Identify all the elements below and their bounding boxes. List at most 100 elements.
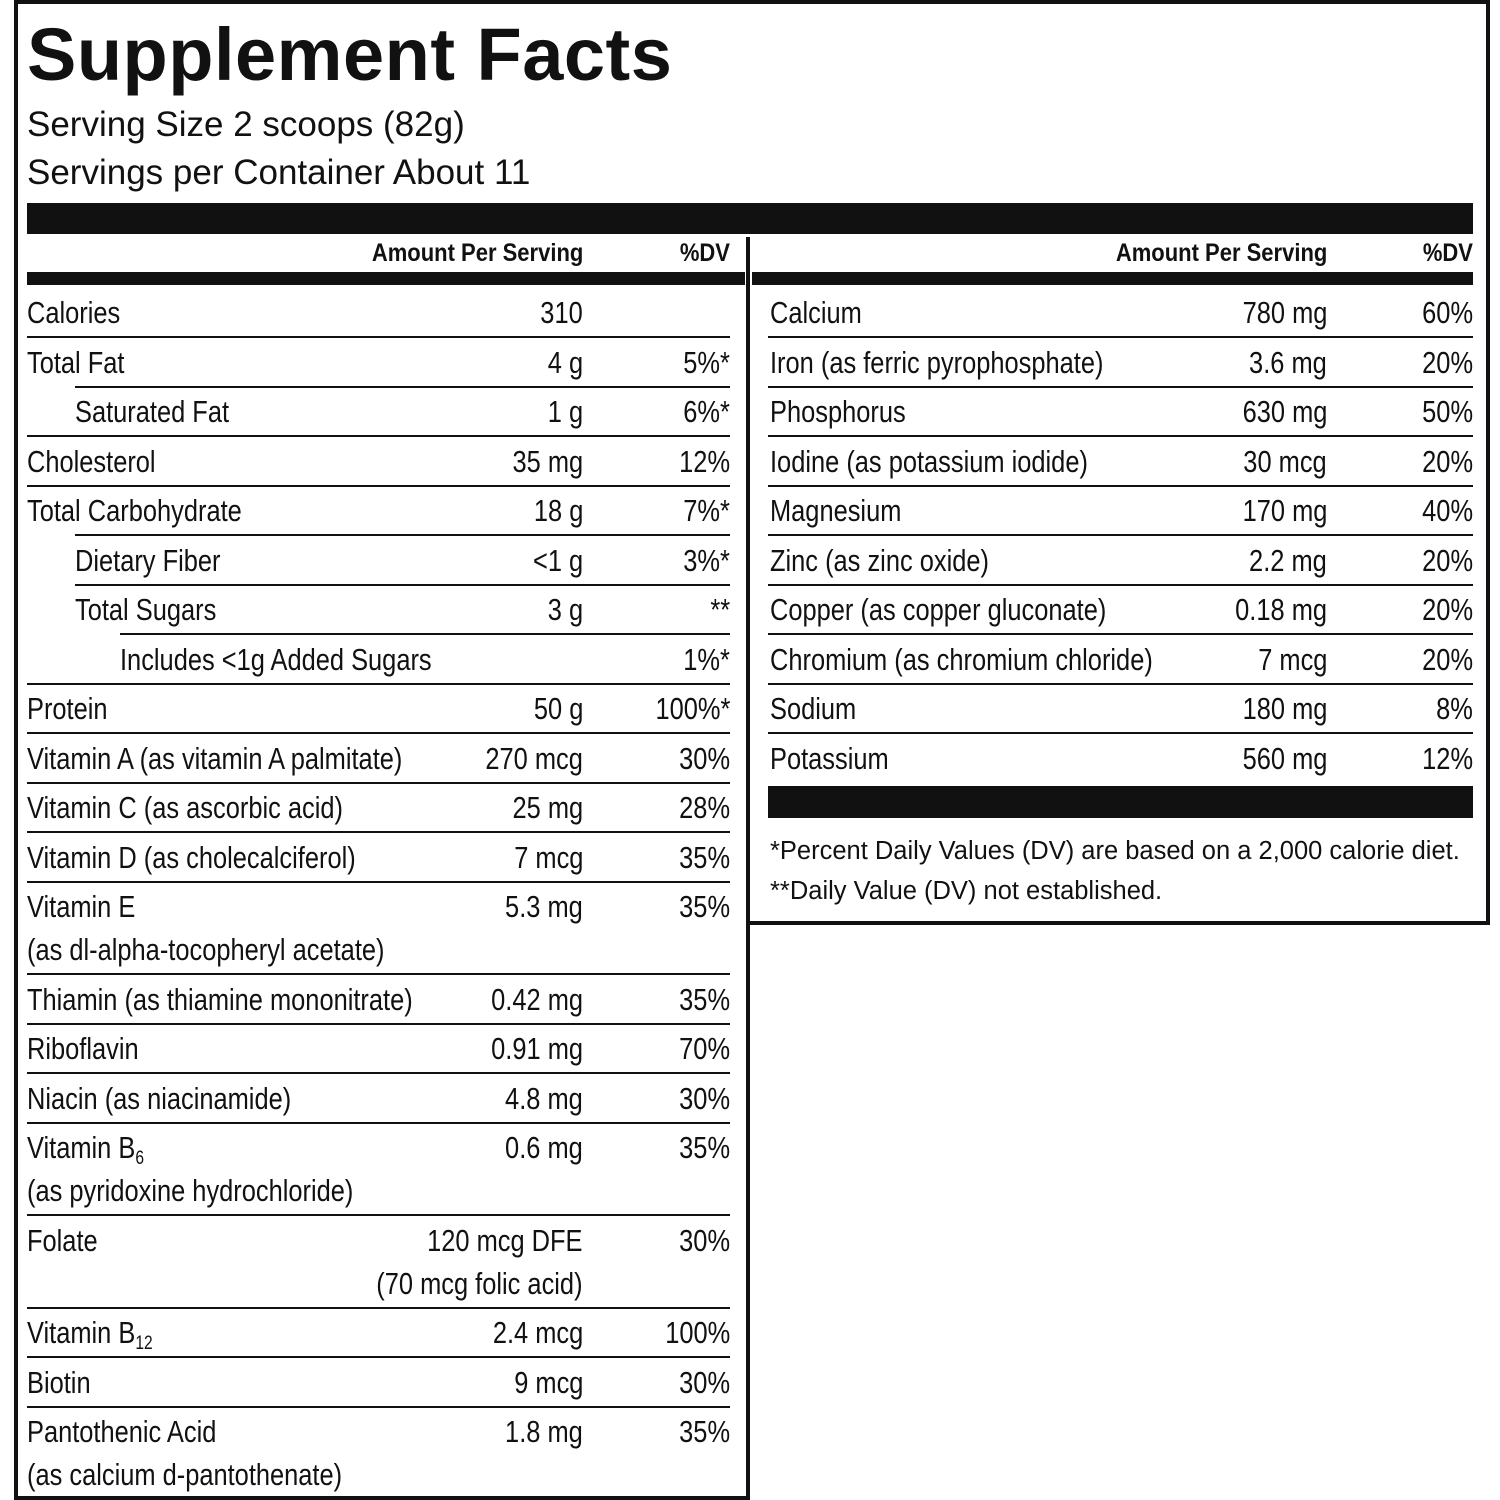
subscript: 12	[135, 1333, 153, 1354]
daily-value: 6%*	[683, 394, 730, 429]
border	[750, 921, 1490, 925]
row-divider	[27, 1405, 730, 1408]
amount: 1.8 mg	[505, 1414, 583, 1449]
subscript: 6	[135, 1148, 145, 1169]
daily-value: 30%	[679, 740, 730, 776]
amount: 270 mcg	[485, 740, 583, 776]
amount: 18 g	[533, 493, 583, 528]
servings-per-container: Servings per Container About 11	[27, 153, 531, 192]
row-divider	[27, 781, 730, 784]
border	[1486, 0, 1490, 925]
footnote: **Daily Value (DV) not established.	[770, 877, 1163, 905]
nutrient-name: Magnesium	[770, 493, 901, 529]
row-divider	[768, 583, 1473, 586]
name-text: Saturated Fat	[75, 394, 230, 429]
nutrient-name: Dietary Fiber	[75, 543, 220, 579]
name-text: Total Carbohydrate	[27, 493, 242, 528]
row-divider	[75, 534, 730, 536]
daily-value: 20%	[1422, 641, 1473, 677]
daily-value: 70%	[679, 1031, 730, 1066]
nutrient-name: Iodine (as potassium iodide)	[770, 444, 1088, 480]
daily-value: 12%	[1422, 740, 1473, 776]
nutrient-note: (as dl-alpha-tocopheryl acetate)	[27, 932, 385, 967]
nutrient-name: Saturated Fat	[75, 394, 229, 430]
nutrient-name: Niacin (as niacinamide)	[27, 1081, 291, 1117]
row-divider	[768, 534, 1473, 536]
amount: 7 mcg	[513, 839, 583, 875]
nutrient-name: Total Carbohydrate	[27, 493, 242, 529]
name-text: Biotin	[27, 1364, 91, 1400]
row-divider	[27, 484, 730, 487]
daily-value: 5%*	[683, 344, 730, 380]
nutrient-name: Riboflavin	[27, 1031, 139, 1067]
column-header: Amount Per Serving	[371, 239, 583, 267]
daily-value: 35%	[679, 1130, 730, 1165]
daily-value: 35%	[679, 981, 730, 1017]
amount: <1 g	[532, 542, 583, 578]
daily-value: 12%	[679, 443, 730, 479]
nutrient-name: Thiamin (as thiamine mononitrate)	[27, 982, 413, 1018]
thick-bar	[27, 272, 745, 285]
border	[14, 0, 1490, 4]
daily-value: 35%	[679, 839, 730, 875]
daily-value: 100%	[664, 1315, 730, 1350]
amount: 1 g	[547, 394, 583, 429]
nutrient-name: Folate	[27, 1223, 98, 1259]
row-divider	[768, 682, 1473, 685]
row-divider	[27, 1214, 730, 1216]
nutrient-name: Chromium (as chromium chloride)	[770, 642, 1153, 678]
nutrient-name: Copper (as copper gluconate)	[770, 592, 1106, 628]
amount: 9 mcg	[513, 1364, 583, 1400]
nutrient-name: Protein	[27, 691, 108, 727]
amount: 0.42 mg	[491, 981, 583, 1017]
name-text: Vitamin A (as vitamin A palmitate)	[27, 740, 403, 776]
amount: 4.8 mg	[505, 1080, 583, 1116]
nutrient-name: Vitamin D (as cholecalciferol)	[27, 840, 356, 876]
row-divider	[27, 973, 730, 975]
title: Supplement Facts	[27, 13, 673, 96]
amount: 0.6 mg	[505, 1130, 583, 1165]
nutrient-name: Cholesterol	[27, 444, 156, 480]
nutrient-name: Calcium	[770, 295, 862, 331]
amount: 3 g	[547, 592, 583, 627]
daily-value: 35%	[679, 1414, 730, 1449]
daily-value: 20%	[1422, 592, 1473, 627]
thick-bar	[768, 786, 1473, 818]
footnote: *Percent Daily Values (DV) are based on …	[770, 837, 1460, 865]
row-divider	[75, 385, 730, 388]
amount: 310	[540, 295, 583, 330]
row-divider	[27, 1022, 730, 1025]
nutrient-name: Vitamin B12	[27, 1315, 153, 1354]
nutrient-name: Pantothenic Acid	[27, 1414, 216, 1450]
name-text: Total Sugars	[75, 592, 217, 627]
name-text: Vitamin B	[27, 1315, 136, 1350]
amount: 5.3 mg	[505, 889, 583, 924]
name-text: Zinc (as zinc oxide)	[770, 542, 989, 578]
daily-value: 30%	[679, 1222, 730, 1258]
nutrient-note: (as calcium d-pantothenate)	[27, 1457, 343, 1492]
name-text: Copper (as copper gluconate)	[770, 592, 1107, 627]
daily-value: 20%	[1422, 443, 1473, 479]
row-divider	[27, 880, 730, 883]
nutrient-name: Zinc (as zinc oxide)	[770, 543, 989, 579]
name-text: Thiamin (as thiamine mononitrate)	[27, 981, 413, 1017]
daily-value: 35%	[679, 889, 730, 924]
row-divider	[768, 484, 1473, 487]
row-divider	[27, 435, 730, 437]
name-text: Folate	[27, 1222, 98, 1258]
border	[14, 0, 18, 1500]
border	[746, 237, 750, 1500]
row-divider	[120, 633, 730, 635]
amount: 30 mcg	[1243, 443, 1327, 479]
name-text: Sodium	[770, 691, 857, 726]
row-divider	[768, 633, 1473, 635]
column-header: %DV	[679, 239, 730, 267]
name-text: Includes <1g Added Sugars	[120, 641, 432, 677]
name-text: Magnesium	[770, 493, 902, 528]
daily-value: 20%	[1422, 542, 1473, 578]
row-divider	[768, 336, 1473, 338]
amount: 170 mg	[1242, 493, 1327, 528]
name-text: Vitamin C (as ascorbic acid)	[27, 790, 343, 825]
amount: 120 mcg DFE	[427, 1222, 583, 1258]
thick-bar	[752, 272, 1473, 285]
